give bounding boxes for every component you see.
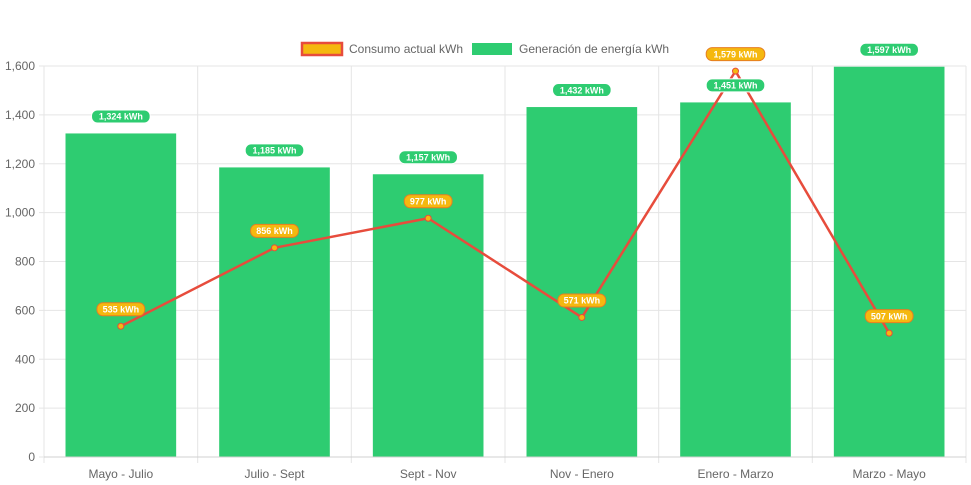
consumption-data-label-background xyxy=(250,223,299,238)
consumption-data-label-background xyxy=(705,47,766,62)
consumption-data-label-group: 535 kWh xyxy=(96,302,146,317)
generation-data-label: 1,157 kWh xyxy=(406,152,450,162)
y-tick-label: 0 xyxy=(28,450,35,464)
generation-data-label: 1,432 kWh xyxy=(560,85,604,95)
consumption-data-label-background xyxy=(557,293,607,308)
generation-data-label: 1,185 kWh xyxy=(252,146,296,156)
bar-series xyxy=(65,66,945,458)
legend[interactable]: Consumo actual kWh Generación de energía … xyxy=(300,41,669,57)
x-tick-label: Marzo - Mayo xyxy=(852,467,926,481)
generation-bar xyxy=(526,107,638,458)
generation-bar xyxy=(65,133,177,457)
y-tick-label: 600 xyxy=(15,303,35,317)
consumption-data-label: 571 kWh xyxy=(564,296,601,306)
consumption-data-label-group: 1,579 kWh xyxy=(705,47,766,62)
consumption-line xyxy=(120,69,891,334)
generation-data-label-group: 1,324 kWh xyxy=(91,109,151,124)
generation-bar xyxy=(833,66,945,457)
generation-data-label-background xyxy=(552,83,612,98)
y-tick-label: 1,600 xyxy=(5,59,35,73)
axes: 0 200 400 600 800 1,000 1,200 1,400 1,600 Mayo - … xyxy=(5,59,966,481)
generation-data-label-background xyxy=(398,150,458,165)
generation-data-label-group: 1,597 kWh xyxy=(859,42,919,57)
x-tick-label: Sept - Nov xyxy=(400,467,457,481)
y-tick-label: 400 xyxy=(15,352,35,366)
generation-bar xyxy=(219,167,330,457)
consumption-legend-swatch xyxy=(300,41,344,57)
consumption-data-label-background xyxy=(864,309,914,324)
x-tick-label: Nov - Enero xyxy=(550,467,614,481)
y-tick-label: 200 xyxy=(15,401,35,415)
generation-bar xyxy=(680,102,791,458)
generation-legend-label: Generación de energía kWh xyxy=(519,42,669,56)
generation-data-label: 1,597 kWh xyxy=(867,45,911,55)
generation-data-label-background xyxy=(244,143,305,158)
consumption-point xyxy=(578,313,586,321)
generation-data-label-group: 1,451 kWh xyxy=(705,78,766,93)
line-series xyxy=(117,67,893,337)
y-tick-label: 1,000 xyxy=(5,206,35,220)
consumption-data-label-group: 507 kWh xyxy=(864,309,914,324)
generation-legend-swatch xyxy=(472,43,512,55)
consumption-point xyxy=(117,322,125,330)
consumption-data-label: 856 kWh xyxy=(256,226,293,236)
consumption-data-label: 507 kWh xyxy=(871,311,908,321)
x-tick-label: Mayo - Julio xyxy=(88,467,153,481)
generation-data-label-background xyxy=(705,78,766,93)
x-tick-label: Julio - Sept xyxy=(244,467,305,481)
x-tick-label: Enero - Marzo xyxy=(697,467,773,481)
consumption-legend-label: Consumo actual kWh xyxy=(349,42,463,56)
grid xyxy=(39,65,967,463)
consumption-point xyxy=(424,214,432,222)
generation-data-label-group: 1,185 kWh xyxy=(244,143,305,158)
generation-data-label-group: 1,432 kWh xyxy=(552,83,612,98)
generation-data-label: 1,451 kWh xyxy=(713,81,757,91)
consumption-data-label-group: 856 kWh xyxy=(250,223,299,238)
y-tick-label: 800 xyxy=(15,255,35,269)
consumption-point xyxy=(271,244,278,252)
consumption-data-label: 1,579 kWh xyxy=(713,49,757,59)
consumption-point xyxy=(732,67,739,75)
generation-data-label-background xyxy=(859,42,919,57)
generation-data-label: 1,324 kWh xyxy=(99,112,143,122)
consumption-data-label: 535 kWh xyxy=(103,304,140,314)
data-labels: 1,324 kWh 1,185 kWh 1,157 kWh 1,432 kWh 1,45… xyxy=(91,42,919,324)
generation-data-label-background xyxy=(91,109,151,124)
consumption-data-label-background xyxy=(96,302,146,317)
generation-data-label-group: 1,157 kWh xyxy=(398,150,458,165)
consumption-data-label-group: 977 kWh xyxy=(403,194,453,209)
y-tick-label: 1,200 xyxy=(5,157,35,171)
consumption-data-label: 977 kWh xyxy=(410,196,447,206)
consumption-point xyxy=(885,329,893,337)
y-tick-label: 1,400 xyxy=(5,108,35,122)
consumption-data-label-background xyxy=(403,194,453,209)
consumption-data-label-group: 571 kWh xyxy=(557,293,607,308)
